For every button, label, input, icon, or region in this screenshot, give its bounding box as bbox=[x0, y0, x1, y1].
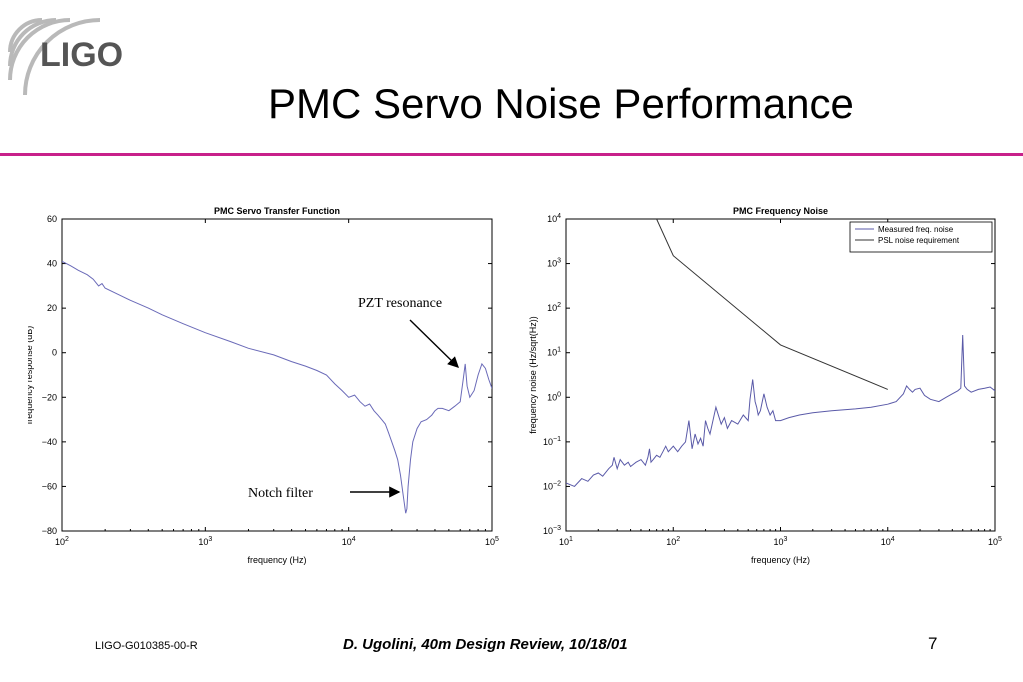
transfer-function-chart: PMC Servo Transfer Function frequency (Hz… bbox=[28, 206, 499, 565]
y-tick-label: 10−1 bbox=[543, 436, 561, 447]
legend-box bbox=[849, 221, 993, 253]
y-tick-label: 20 bbox=[47, 303, 57, 313]
series-line bbox=[62, 260, 492, 514]
frequency-noise-chart: PMC Frequency Noise frequency (Hz) frequen… bbox=[528, 206, 1002, 565]
series-line-measured-freq-noise bbox=[566, 334, 995, 487]
x-tick-label: 101 bbox=[559, 536, 573, 547]
y-tick-label: 0 bbox=[52, 348, 57, 358]
x-tick-label: 104 bbox=[342, 536, 356, 547]
series-line-psl-noise-requirement bbox=[656, 219, 888, 390]
slide-title: PMC Servo Noise Performance bbox=[268, 80, 854, 127]
y-tick-label: 102 bbox=[547, 302, 561, 313]
ligo-logo: LIGO bbox=[8, 18, 123, 96]
x-tick-label: 103 bbox=[774, 536, 788, 547]
y-tick-label: −40 bbox=[42, 437, 57, 447]
plot-area bbox=[61, 218, 493, 532]
y-tick-label: 10−2 bbox=[543, 480, 561, 491]
chart-title: PMC Servo Transfer Function bbox=[214, 206, 340, 216]
svg-text:LIGO: LIGO bbox=[40, 36, 123, 74]
y-tick-label: 103 bbox=[547, 258, 561, 269]
x-tick-label: 105 bbox=[988, 536, 1002, 547]
y-axis-label: frequency response (dB) bbox=[28, 326, 34, 425]
x-tick-label: 102 bbox=[666, 536, 680, 547]
legend-entry: PSL noise requirement bbox=[878, 236, 960, 245]
page-number: 7 bbox=[928, 634, 938, 653]
y-tick-label: −80 bbox=[42, 526, 57, 536]
x-tick-label: 104 bbox=[881, 536, 895, 547]
y-tick-label: 100 bbox=[547, 391, 561, 402]
x-axis-label: frequency (Hz) bbox=[247, 555, 306, 565]
y-axis-label: frequency noise (Hz/sqrt(Hz)) bbox=[528, 316, 538, 434]
x-tick-label: 105 bbox=[485, 536, 499, 547]
chart-title: PMC Frequency Noise bbox=[733, 206, 828, 216]
y-tick-label: −20 bbox=[42, 392, 57, 402]
annotation-pzt-resonance: PZT resonance bbox=[358, 296, 443, 311]
legend: Measured freq. noise PSL noise requiremen… bbox=[849, 221, 993, 253]
x-axis-label: frequency (Hz) bbox=[751, 555, 810, 565]
x-tick-label: 103 bbox=[198, 536, 212, 547]
y-tick-label: −60 bbox=[42, 481, 57, 491]
y-tick-label: 40 bbox=[47, 259, 57, 269]
footer-citation: D. Ugolini, 40m Design Review, 10/18/01 bbox=[343, 636, 628, 653]
y-tick-label: 10−3 bbox=[543, 525, 561, 536]
y-tick-label: 101 bbox=[547, 347, 561, 358]
title-divider bbox=[0, 153, 1023, 156]
footer-doc-id: LIGO-G010385-00-R bbox=[95, 640, 198, 652]
plot-area bbox=[565, 218, 996, 532]
y-tick-label: 60 bbox=[47, 214, 57, 224]
y-tick-label: 104 bbox=[547, 213, 561, 224]
x-tick-label: 102 bbox=[55, 536, 69, 547]
annotation-notch-filter: Notch filter bbox=[248, 486, 313, 501]
legend-entry: Measured freq. noise bbox=[878, 225, 954, 234]
